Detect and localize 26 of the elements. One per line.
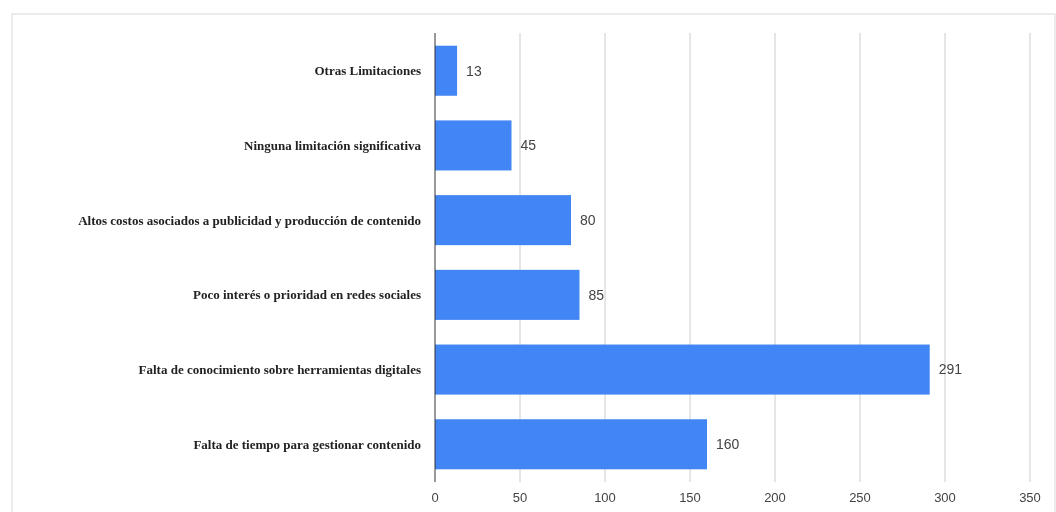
data-label: 13 bbox=[466, 62, 482, 79]
bar bbox=[435, 269, 580, 320]
bar bbox=[435, 344, 930, 395]
x-tick-label: 100 bbox=[594, 490, 616, 505]
bar bbox=[435, 419, 707, 470]
y-tick-label: Altos costos asociados a publicidad y producción de contenido bbox=[78, 212, 421, 228]
x-tick-label: 250 bbox=[849, 490, 871, 505]
x-tick-label: 200 bbox=[764, 490, 786, 505]
x-tick-label: 50 bbox=[512, 490, 528, 505]
data-label: 160 bbox=[716, 436, 740, 453]
x-tick-label: 350 bbox=[1019, 490, 1041, 505]
bar bbox=[435, 45, 458, 96]
y-tick-label: Falta de tiempo para gestionar contenido bbox=[193, 436, 421, 452]
bar bbox=[435, 120, 512, 171]
bar bbox=[435, 195, 571, 246]
y-tick-label: Ninguna limitación significativa bbox=[244, 137, 422, 153]
y-tick-label: Poco interés o prioridad en redes sociales bbox=[193, 287, 421, 303]
data-label: 291 bbox=[938, 361, 963, 378]
data-label: 80 bbox=[580, 212, 596, 229]
x-tick-label: 0 bbox=[431, 490, 439, 505]
x-tick-label: 150 bbox=[679, 490, 701, 505]
data-label: 85 bbox=[588, 286, 605, 303]
y-tick-label: Falta de conocimiento sobre herramientas digitales bbox=[138, 362, 421, 378]
x-tick-label: 300 bbox=[934, 490, 956, 505]
y-tick-label: Otras Limitaciones bbox=[314, 63, 421, 79]
data-label: 45 bbox=[520, 137, 537, 154]
